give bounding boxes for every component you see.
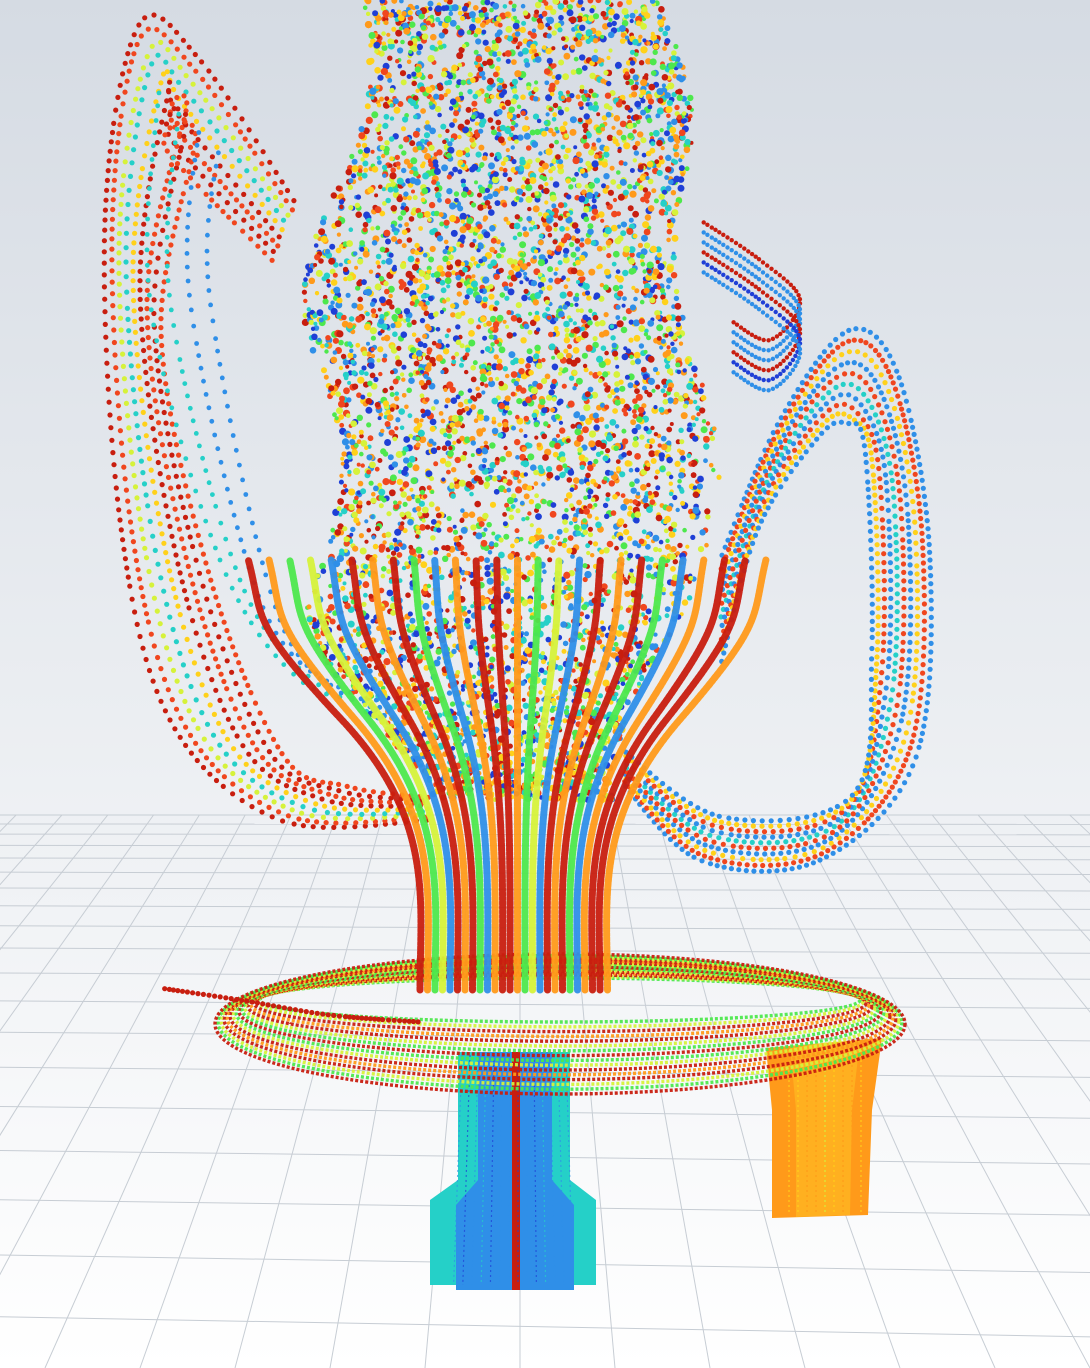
plume-stem (244, 556, 770, 994)
inlet-pipe-right (766, 1038, 882, 1218)
left-recirculation-loops (101, 12, 432, 831)
inlet-pipe-center (430, 1052, 596, 1290)
